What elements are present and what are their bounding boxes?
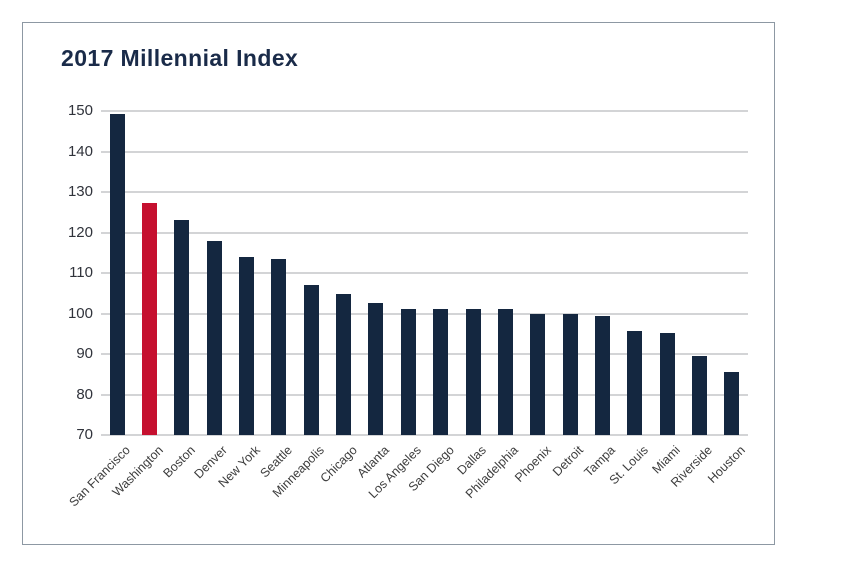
bar-seattle: [271, 259, 287, 435]
bar-miami: [659, 332, 675, 435]
bar-philadelphia: [497, 309, 513, 435]
y-tick-label-150: 150: [67, 102, 93, 119]
bar-dallas: [465, 308, 481, 435]
gridline-70: [101, 434, 748, 436]
bar-houston: [724, 371, 740, 435]
bar-san-francisco: [109, 113, 125, 435]
bar-washington: [142, 202, 158, 435]
gridline-150: [101, 110, 748, 112]
y-tick-label-80: 80: [76, 385, 93, 403]
y-tick-label-70: 70: [76, 426, 93, 443]
y-tick-label-110: 110: [69, 264, 93, 281]
y-tick-label-100: 100: [67, 304, 93, 322]
y-tick-label-130: 130: [67, 183, 93, 200]
chart-panel: 2017 Millennial Index 70 80 90 100 110 120 130…: [22, 22, 775, 545]
bar-st-louis: [627, 331, 643, 435]
bar-denver: [206, 240, 222, 435]
bar-detroit: [562, 313, 578, 435]
bar-tampa: [594, 316, 610, 435]
gridline-100: [101, 312, 748, 315]
bar-san-diego: [433, 308, 449, 435]
gridline-140: [101, 150, 748, 153]
bar-new-york: [239, 256, 255, 435]
bar-phoenix: [530, 313, 546, 435]
bar-chicago: [336, 294, 352, 435]
y-tick-label-90: 90: [76, 345, 93, 362]
plot-area: 70 80 90 100 110 120 130 140 150 San Francisco Was…: [67, 102, 748, 509]
bar-minneapolis: [303, 285, 319, 435]
gridline-80: [101, 393, 748, 396]
chart-title: 2017 Millennial Index: [61, 45, 299, 71]
gridline-90: [101, 353, 748, 355]
gridline-120: [101, 231, 748, 234]
bar-boston: [174, 220, 190, 435]
bar-riverside: [691, 356, 707, 435]
y-tick-label-120: 120: [67, 223, 93, 241]
bar-los-angeles: [400, 308, 416, 435]
bar-atlanta: [368, 302, 384, 435]
gridline-130: [101, 191, 748, 193]
y-tick-label-140: 140: [67, 142, 93, 160]
gridline-110: [101, 272, 748, 274]
